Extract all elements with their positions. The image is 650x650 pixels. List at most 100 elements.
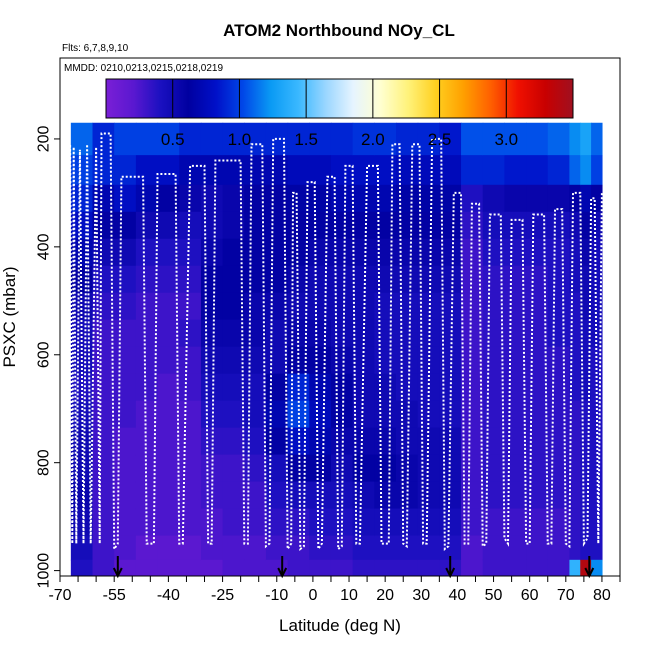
heatmap-cell: [569, 122, 581, 156]
heatmap-cell: [504, 454, 527, 483]
heatmap-cell: [374, 508, 397, 537]
x-tick-label: 50: [485, 587, 503, 604]
heatmap-cell: [461, 373, 484, 402]
heatmap-cell: [580, 184, 592, 213]
heatmap-cell: [135, 292, 159, 321]
heatmap-cell: [580, 155, 592, 186]
heatmap-cell: [265, 454, 289, 483]
heatmap-cell: [374, 373, 397, 402]
heatmap-cell: [222, 238, 245, 267]
heatmap-cell: [200, 346, 224, 375]
heatmap-cell: [439, 122, 462, 156]
heatmap-cell: [200, 559, 224, 576]
heatmap-cell: [461, 319, 484, 348]
heatmap-cell: [352, 559, 375, 576]
heatmap-cell: [526, 400, 549, 429]
heatmap-cell: [526, 535, 549, 561]
heatmap-cell: [135, 346, 159, 375]
heatmap-cell: [222, 122, 245, 156]
heatmap-cell: [461, 238, 484, 267]
heatmap-cell: [482, 211, 505, 240]
heatmap-cell: [179, 427, 202, 456]
heatmap-cell: [417, 535, 440, 561]
heatmap-cell: [352, 400, 375, 429]
x-tick-label: -10: [265, 587, 288, 604]
heatmap-cell: [569, 373, 581, 402]
heatmap-cell: [580, 238, 592, 267]
heatmap-cell: [504, 508, 527, 537]
x-tick-label: 10: [340, 587, 358, 604]
heatmap-cell: [309, 481, 332, 510]
heatmap-cell: [439, 211, 462, 240]
heatmap-cell: [569, 211, 581, 240]
heatmap-cell: [547, 427, 571, 456]
heatmap-cell: [417, 481, 440, 510]
heatmap-cell: [309, 184, 332, 213]
heatmap-cell: [309, 454, 332, 483]
heatmap-cell: [547, 373, 571, 402]
dates-label: MMDD: 0210,0213,0215,0218,0219: [64, 63, 223, 74]
heatmap-cell: [526, 559, 549, 576]
heatmap-cell: [157, 559, 180, 576]
x-tick-label: 80: [593, 587, 611, 604]
heatmap-cell: [417, 292, 440, 321]
heatmap-cell: [352, 319, 375, 348]
colorbar-tick-label: 2.0: [361, 130, 385, 149]
heatmap-cell: [179, 373, 202, 402]
heatmap-cell: [92, 559, 115, 576]
heatmap-cell: [114, 155, 137, 186]
heatmap-cell: [114, 454, 137, 483]
heatmap-cell: [330, 346, 354, 375]
heatmap-cell: [265, 427, 289, 456]
heatmap-cell: [569, 400, 581, 429]
heatmap-cell: [157, 481, 180, 510]
heatmap-cell: [482, 454, 505, 483]
heatmap-cell: [396, 238, 419, 267]
heatmap-cell: [92, 427, 115, 456]
heatmap-cell: [157, 155, 180, 186]
heatmap-cell: [179, 238, 202, 267]
heatmap-cell: [157, 265, 180, 294]
heatmap-cell: [70, 292, 94, 321]
heatmap-cell: [70, 559, 94, 576]
heatmap-cell: [569, 155, 581, 186]
heatmap-cell: [135, 454, 159, 483]
heatmap-cell: [580, 319, 592, 348]
heatmap-cell: [309, 155, 332, 186]
y-tick-label: 200: [36, 125, 53, 152]
heatmap-cell: [417, 508, 440, 537]
heatmap-cell: [547, 400, 571, 429]
heatmap-cell: [591, 184, 603, 213]
heatmap-cell: [396, 535, 419, 561]
heatmap-cell: [569, 346, 581, 375]
x-tick-label: -70: [48, 587, 71, 604]
heatmap-cell: [92, 238, 115, 267]
heatmap-cell: [222, 481, 245, 510]
heatmap-cell: [352, 211, 375, 240]
heatmap-cell: [135, 238, 159, 267]
heatmap-cell: [374, 319, 397, 348]
heatmap-cell: [330, 265, 354, 294]
heatmap-cell: [461, 400, 484, 429]
heatmap-cell: [287, 559, 310, 576]
heatmap-cell: [396, 400, 419, 429]
heatmap-cell: [569, 184, 581, 213]
x-tick-label: 70: [557, 587, 575, 604]
heatmap-cell: [547, 346, 571, 375]
heatmap-cell: [352, 535, 375, 561]
heatmap-cell: [265, 122, 289, 156]
heatmap-cell: [244, 454, 267, 483]
heatmap-cell: [92, 454, 115, 483]
heatmap-cell: [200, 508, 224, 537]
colorbar-tick-label: 1.5: [294, 130, 318, 149]
heatmap-cell: [265, 373, 289, 402]
heatmap-cell: [417, 427, 440, 456]
flight-track-line: [68, 132, 603, 553]
heatmap-cell: [265, 508, 289, 537]
heatmap-cell: [179, 211, 202, 240]
heatmap-cell: [92, 211, 115, 240]
heatmap-cell: [265, 481, 289, 510]
heatmap-cell: [330, 319, 354, 348]
heatmap-cell: [244, 265, 267, 294]
heatmap-cell: [309, 265, 332, 294]
